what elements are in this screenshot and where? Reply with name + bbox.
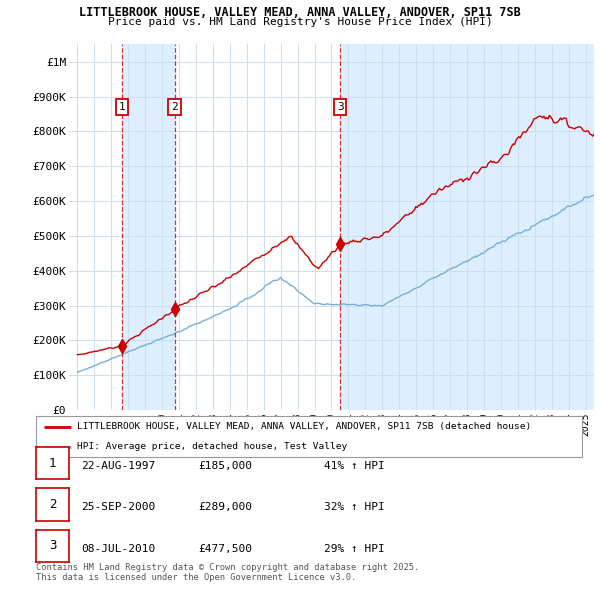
Text: LITTLEBROOK HOUSE, VALLEY MEAD, ANNA VALLEY, ANDOVER, SP11 7SB: LITTLEBROOK HOUSE, VALLEY MEAD, ANNA VAL… bbox=[79, 6, 521, 19]
Text: 1: 1 bbox=[119, 102, 125, 112]
Text: £289,000: £289,000 bbox=[198, 503, 252, 512]
Text: Price paid vs. HM Land Registry's House Price Index (HPI): Price paid vs. HM Land Registry's House … bbox=[107, 17, 493, 27]
Text: 2: 2 bbox=[171, 102, 178, 112]
Text: 3: 3 bbox=[49, 539, 56, 552]
Bar bbox=[340, 44, 594, 410]
Text: LITTLEBROOK HOUSE, VALLEY MEAD, ANNA VALLEY, ANDOVER, SP11 7SB (detached house): LITTLEBROOK HOUSE, VALLEY MEAD, ANNA VAL… bbox=[77, 422, 531, 431]
Text: HPI: Average price, detached house, Test Valley: HPI: Average price, detached house, Test… bbox=[77, 442, 347, 451]
Text: £185,000: £185,000 bbox=[198, 461, 252, 471]
Text: 25-SEP-2000: 25-SEP-2000 bbox=[81, 503, 155, 512]
Text: 22-AUG-1997: 22-AUG-1997 bbox=[81, 461, 155, 471]
Text: 41% ↑ HPI: 41% ↑ HPI bbox=[324, 461, 385, 471]
Text: 3: 3 bbox=[337, 102, 344, 112]
Text: 08-JUL-2010: 08-JUL-2010 bbox=[81, 544, 155, 553]
Text: 32% ↑ HPI: 32% ↑ HPI bbox=[324, 503, 385, 512]
Text: 29% ↑ HPI: 29% ↑ HPI bbox=[324, 544, 385, 553]
Text: 2: 2 bbox=[49, 498, 56, 511]
Text: Contains HM Land Registry data © Crown copyright and database right 2025.
This d: Contains HM Land Registry data © Crown c… bbox=[36, 563, 419, 582]
Text: 1: 1 bbox=[49, 457, 56, 470]
Bar bbox=[122, 44, 175, 410]
Text: £477,500: £477,500 bbox=[198, 544, 252, 553]
